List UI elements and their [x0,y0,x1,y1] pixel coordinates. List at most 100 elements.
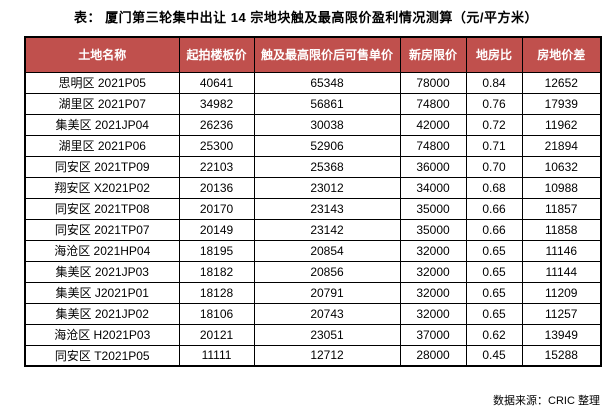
table-cell: 0.66 [465,218,523,241]
table-cell: 10988 [521,176,602,199]
table-cell: 65348 [253,71,401,94]
data-source-note: 数据来源：CRIC 整理 [493,395,600,407]
table-cell: 26236 [178,113,255,136]
table-row: 同安区 T2021P05 11111 12712 28000 0.45 15288 [24,344,602,367]
table-cell: 集美区 J2021P01 [24,281,180,304]
table-cell: 0.65 [465,260,523,283]
table-cell: 20170 [178,197,255,220]
table-cell: 0.66 [465,197,523,220]
table-cell: 21894 [521,134,602,157]
table-cell: 25300 [178,134,255,157]
table-cell: 11144 [521,260,602,283]
table-cell: 集美区 2021JP04 [24,113,180,136]
table-cell: 37000 [399,323,467,346]
table-cell: 17939 [521,92,602,115]
table-cell: 42000 [399,113,467,136]
table-cell: 32000 [399,239,467,262]
table-row: 集美区 2021JP02 18106 20743 32000 0.65 11257 [24,302,602,325]
table-cell: 23012 [253,176,401,199]
table-cell: 11857 [521,197,602,220]
table-row: 思明区 2021P05 40641 65348 78000 0.84 12652 [24,71,602,94]
table-row: 海沧区 H2021P03 20121 23051 37000 0.62 13949 [24,323,602,346]
table-row: 集美区 2021JP04 26236 30038 42000 0.72 11962 [24,113,602,136]
table-cell: 13949 [521,323,602,346]
table-cell: 同安区 T2021P05 [24,344,180,367]
table-cell: 23143 [253,197,401,220]
table-cell: 同安区 2021TP07 [24,218,180,241]
table-cell: 20149 [178,218,255,241]
table-cell: 20121 [178,323,255,346]
table-cell: 0.65 [465,239,523,262]
table-cell: 11858 [521,218,602,241]
table-cell: 35000 [399,197,467,220]
table-row: 同安区 2021TP09 22103 25368 36000 0.70 10632 [24,155,602,178]
table-cell: 32000 [399,302,467,325]
table-cell: 11209 [521,281,602,304]
table-cell: 35000 [399,218,467,241]
table-cell: 18106 [178,302,255,325]
table-cell: 0.45 [465,344,523,367]
table-row: 湖里区 2021P07 34982 56861 74800 0.76 17939 [24,92,602,115]
table-cell: 34000 [399,176,467,199]
table-row: 集美区 J2021P01 18128 20791 32000 0.65 11209 [24,281,602,304]
header-price-gap: 房地价差 [521,36,602,73]
table-cell: 0.84 [465,71,523,94]
table-cell: 11146 [521,239,602,262]
header-land-name: 土地名称 [24,36,180,73]
table-cell: 32000 [399,281,467,304]
table-cell: 11111 [178,344,255,367]
table-cell: 11962 [521,113,602,136]
table-cell: 20743 [253,302,401,325]
table-cell: 20136 [178,176,255,199]
table-cell: 海沧区 H2021P03 [24,323,180,346]
table-cell: 74800 [399,134,467,157]
table-cell: 12652 [521,71,602,94]
table-cell: 23051 [253,323,401,346]
table-cell: 0.76 [465,92,523,115]
table-row: 海沧区 2021HP04 18195 20854 32000 0.65 11146 [24,239,602,262]
table-row: 同安区 2021TP07 20149 23142 35000 0.66 11858 [24,218,602,241]
table-cell: 11257 [521,302,602,325]
table-cell: 思明区 2021P05 [24,71,180,94]
table-cell: 36000 [399,155,467,178]
table-cell: 同安区 2021TP09 [24,155,180,178]
table-cell: 0.71 [465,134,523,157]
table-cell: 78000 [399,71,467,94]
table-cell: 20856 [253,260,401,283]
table-cell: 20854 [253,239,401,262]
table-cell: 海沧区 2021HP04 [24,239,180,262]
table-cell: 0.65 [465,281,523,304]
table-cell: 翔安区 X2021P02 [24,176,180,199]
table-cell: 18128 [178,281,255,304]
table-cell: 34982 [178,92,255,115]
land-price-table: 土地名称 起拍楼板价 触及最高限价后可售单价 新房限价 地房比 房地价差 思明区… [24,36,602,367]
table-cell: 52906 [253,134,401,157]
table-title: 表： 厦门第三轮集中出让 14 宗地块触及最高限价盈利情况测算（元/平方米） [74,10,538,25]
table-cell: 28000 [399,344,467,367]
table-cell: 40641 [178,71,255,94]
table-cell: 15288 [521,344,602,367]
table-cell: 0.68 [465,176,523,199]
table-cell: 0.70 [465,155,523,178]
table-cell: 32000 [399,260,467,283]
table-cell: 18182 [178,260,255,283]
header-newhome-cap: 新房限价 [399,36,467,73]
table-header-row: 土地名称 起拍楼板价 触及最高限价后可售单价 新房限价 地房比 房地价差 [24,36,602,73]
table-cell: 30038 [253,113,401,136]
table-cell: 湖里区 2021P06 [24,134,180,157]
table-cell: 22103 [178,155,255,178]
table-cell: 0.65 [465,302,523,325]
table-cell: 集美区 2021JP03 [24,260,180,283]
table-cell: 12712 [253,344,401,367]
table-row: 湖里区 2021P06 25300 52906 74800 0.71 21894 [24,134,602,157]
table-cell: 20791 [253,281,401,304]
table-cell: 56861 [253,92,401,115]
table-row: 集美区 2021JP03 18182 20856 32000 0.65 11144 [24,260,602,283]
table-cell: 18195 [178,239,255,262]
header-land-house-ratio: 地房比 [465,36,523,73]
table-cell: 集美区 2021JP02 [24,302,180,325]
table-cell: 0.72 [465,113,523,136]
table-cell: 74800 [399,92,467,115]
table-row: 翔安区 X2021P02 20136 23012 34000 0.68 10988 [24,176,602,199]
